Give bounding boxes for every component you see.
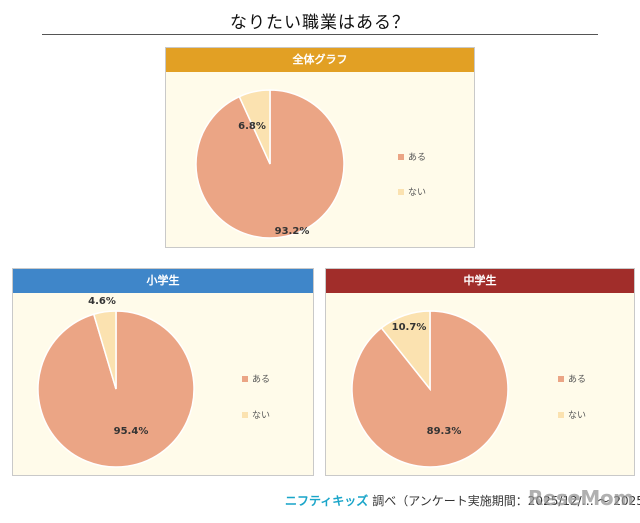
data-label-nai: 6.8% — [238, 121, 266, 132]
legend-label-aru: ある — [408, 152, 426, 163]
legend-label-nai: ない — [408, 187, 426, 198]
panel-header-elementary: 小学生 — [13, 269, 313, 293]
data-label-aru: 93.2% — [275, 226, 310, 237]
panel-header-all: 全体グラフ — [166, 48, 474, 72]
panel-all: 全体グラフ 93.2% 6.8% あるない — [165, 47, 475, 248]
legend-swatch-nai — [242, 412, 248, 418]
data-label-nai: 4.6% — [88, 296, 116, 307]
legend-label-nai: ない — [252, 410, 270, 421]
page-title: なりたい職業はある？ — [230, 13, 410, 33]
panel-header-junior-high: 中学生 — [326, 269, 634, 293]
data-label-aru: 95.4% — [114, 426, 149, 437]
source-text: 調べ（アンケート実施期間：2025/12/… 〜 2025/…） — [372, 494, 640, 508]
legend-label-aru: ある — [252, 374, 270, 385]
legend-label-nai: ない — [568, 410, 586, 421]
data-label-nai: 10.7% — [392, 322, 427, 333]
brand-logo: ニフティキッズ — [285, 494, 369, 508]
pie-slice-nai — [238, 89, 271, 165]
legend-swatch-aru — [398, 154, 404, 160]
legend-label-aru: ある — [568, 374, 586, 385]
pie-slice-nai — [380, 310, 431, 392]
panel-elementary: 小学生 95.4% 4.6% あるない — [12, 268, 314, 476]
pie-slice-nai — [92, 310, 117, 390]
watermark-logo: ReseMom — [528, 486, 634, 510]
title-divider — [42, 34, 598, 35]
data-label-aru: 89.3% — [427, 426, 462, 437]
panel-junior-high: 中学生 89.3% 10.7% あるない — [325, 268, 635, 476]
legend-swatch-aru — [558, 376, 564, 382]
legend-swatch-nai — [558, 412, 564, 418]
legend-swatch-nai — [398, 189, 404, 195]
legend-swatch-aru — [242, 376, 248, 382]
